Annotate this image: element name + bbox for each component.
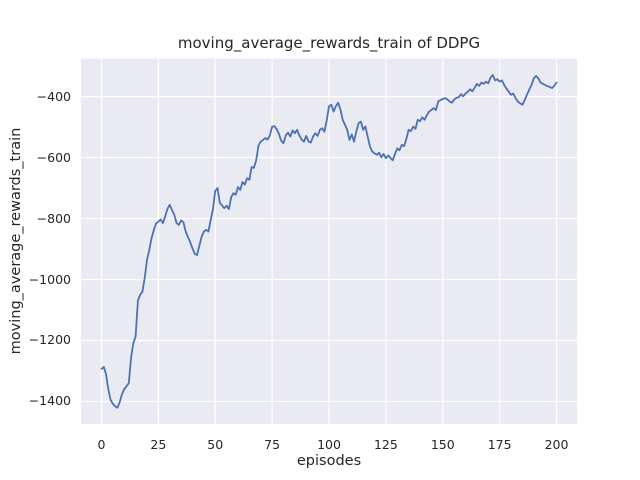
y-tick-label: −1200 [28,332,71,348]
x-tick-label: 25 [150,437,167,452]
y-tick-label: −1400 [28,393,71,409]
x-tick-label: 75 [264,437,281,452]
y-tick-label: −800 [36,210,71,226]
data-line [100,74,558,409]
x-tick-label: 200 [544,437,569,452]
x-tick-label: 150 [430,437,455,452]
x-tick-label: 50 [207,437,224,452]
y-tick-label: −1000 [28,271,71,287]
y-tick-label: −400 [36,88,71,104]
chart-title: moving_average_rewards_train of DDPG [177,34,481,52]
y-tick-label: −600 [36,149,71,165]
x-tick-label: 0 [97,437,106,452]
x-axis-label: episodes [296,453,362,469]
x-tick-label: 100 [317,437,341,452]
x-tick-label: 125 [373,437,398,452]
x-tick-label: 175 [487,437,512,452]
